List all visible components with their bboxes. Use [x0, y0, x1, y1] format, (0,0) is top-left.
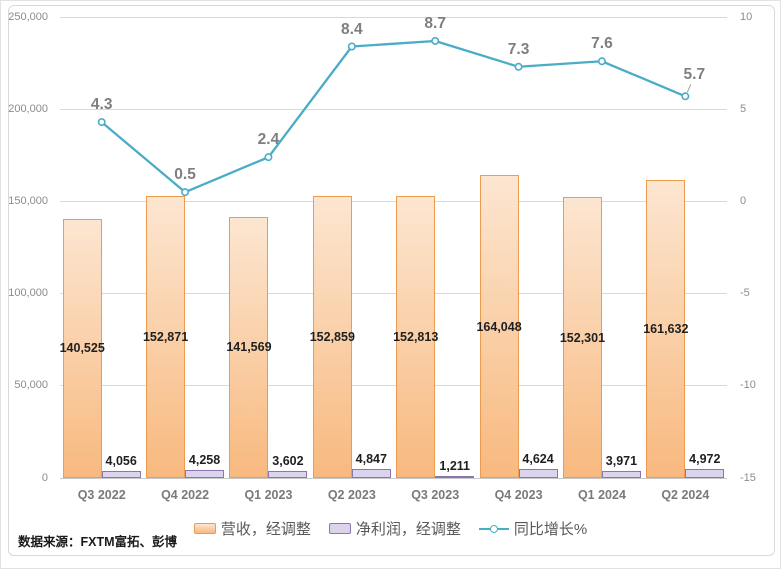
gridline [60, 108, 727, 110]
gridline [60, 477, 727, 479]
x-axis-label: Q3 2023 [411, 488, 460, 502]
revenue-value-label: 152,871 [142, 330, 189, 345]
legend-item-revenue: 营收，经调整 [193, 518, 311, 539]
gridline [60, 200, 727, 202]
y-axis-tick-label: 200,000 [8, 102, 48, 115]
y-axis-tick-label: 150,000 [8, 194, 48, 207]
legend-item-growth: 同比增长% [478, 518, 588, 539]
revenue-value-label: 152,301 [559, 330, 606, 345]
net-profit-bar [185, 470, 225, 478]
legend-label-revenue: 营收，经调整 [220, 521, 311, 538]
growth-line-point [347, 42, 356, 51]
y2-axis-tick-label: -15 [740, 471, 756, 484]
legend-item-net-profit: 净利润，经调整 [328, 518, 461, 539]
net-profit-swatch-icon [328, 523, 351, 534]
gridline [60, 293, 727, 295]
revenue-swatch-icon [193, 523, 216, 534]
growth-line-point [514, 62, 523, 71]
y-axis-tick-label: 100,000 [8, 287, 48, 300]
growth-line-point [681, 92, 690, 101]
growth-value-label: 7.3 [507, 40, 530, 58]
legend-label-growth: 同比增长% [513, 521, 588, 538]
x-axis-label: Q4 2022 [161, 488, 210, 502]
revenue-value-label: 152,813 [393, 330, 439, 345]
net-profit-value-label: 3,971 [605, 453, 638, 468]
growth-value-label: 8.4 [341, 20, 363, 38]
revenue-bar [229, 216, 269, 478]
label-leader-line [686, 84, 692, 93]
growth-line-icon [478, 523, 509, 534]
revenue-bar [646, 179, 686, 478]
x-axis-label: Q1 2024 [577, 488, 626, 502]
net-profit-bar [351, 469, 391, 478]
revenue-bar [62, 218, 102, 478]
growth-value-label: 5.7 [683, 66, 706, 84]
net-profit-value-label: 4,972 [689, 451, 721, 466]
growth-value-label: 8.7 [424, 14, 446, 32]
revenue-bar [562, 197, 602, 478]
gridline [60, 16, 727, 18]
growth-value-label: 7.6 [591, 35, 613, 53]
growth-value-label: 0.5 [174, 166, 196, 184]
x-axis-label: Q2 2023 [327, 488, 376, 502]
growth-line-point [264, 153, 273, 162]
revenue-value-label: 164,048 [476, 319, 522, 334]
net-profit-bar [601, 470, 641, 478]
growth-value-label: 2.4 [257, 131, 280, 149]
net-profit-bar [101, 470, 141, 478]
growth-line-point [431, 36, 440, 45]
source-note: 数据来源：FXTM富拓、彭博 [18, 535, 178, 549]
y-axis-tick-label: 250,000 [8, 10, 48, 23]
net-profit-bar [685, 468, 725, 478]
x-axis-label: Q1 2023 [244, 488, 293, 502]
net-profit-bar [435, 475, 475, 478]
growth-value-label: 4.3 [90, 96, 113, 114]
growth-line-point [597, 57, 606, 66]
revenue-bar [146, 196, 186, 478]
gridline [60, 385, 727, 387]
y-axis-tick-label: 50,000 [14, 379, 48, 392]
revenue-value-label: 152,859 [309, 330, 355, 345]
growth-line-marker [489, 524, 498, 533]
x-axis-label: Q3 2022 [77, 488, 126, 502]
y2-axis-tick-label: 5 [740, 102, 747, 115]
revenue-value-label: 140,525 [59, 341, 105, 356]
growth-line-point [97, 118, 106, 127]
revenue-value-label: 161,632 [643, 321, 689, 336]
net-profit-value-label: 4,258 [188, 453, 221, 468]
legend-label-net-profit: 净利润，经调整 [355, 521, 461, 538]
revenue-bar [312, 196, 352, 478]
y2-axis-tick-label: 10 [740, 10, 753, 23]
net-profit-value-label: 1,211 [439, 458, 470, 473]
y-axis-tick-label: 0 [41, 471, 48, 484]
x-axis-label: Q2 2024 [661, 488, 710, 502]
net-profit-value-label: 4,847 [355, 452, 387, 467]
revenue-bar [396, 196, 436, 478]
y2-axis-tick-label: -10 [740, 379, 756, 392]
net-profit-bar [268, 471, 308, 478]
y2-axis-tick-label: -5 [740, 287, 750, 300]
growth-line-point [181, 188, 190, 197]
net-profit-value-label: 4,624 [522, 452, 554, 467]
net-profit-value-label: 3,602 [272, 454, 304, 469]
legend: 营收，经调整 净利润，经调整 同比增长% [0, 518, 781, 539]
y2-axis-tick-label: 0 [740, 194, 747, 207]
net-profit-value-label: 4,056 [105, 453, 137, 468]
net-profit-bar [518, 469, 558, 478]
x-axis-label: Q4 2023 [494, 488, 543, 502]
revenue-value-label: 141,569 [226, 340, 272, 355]
